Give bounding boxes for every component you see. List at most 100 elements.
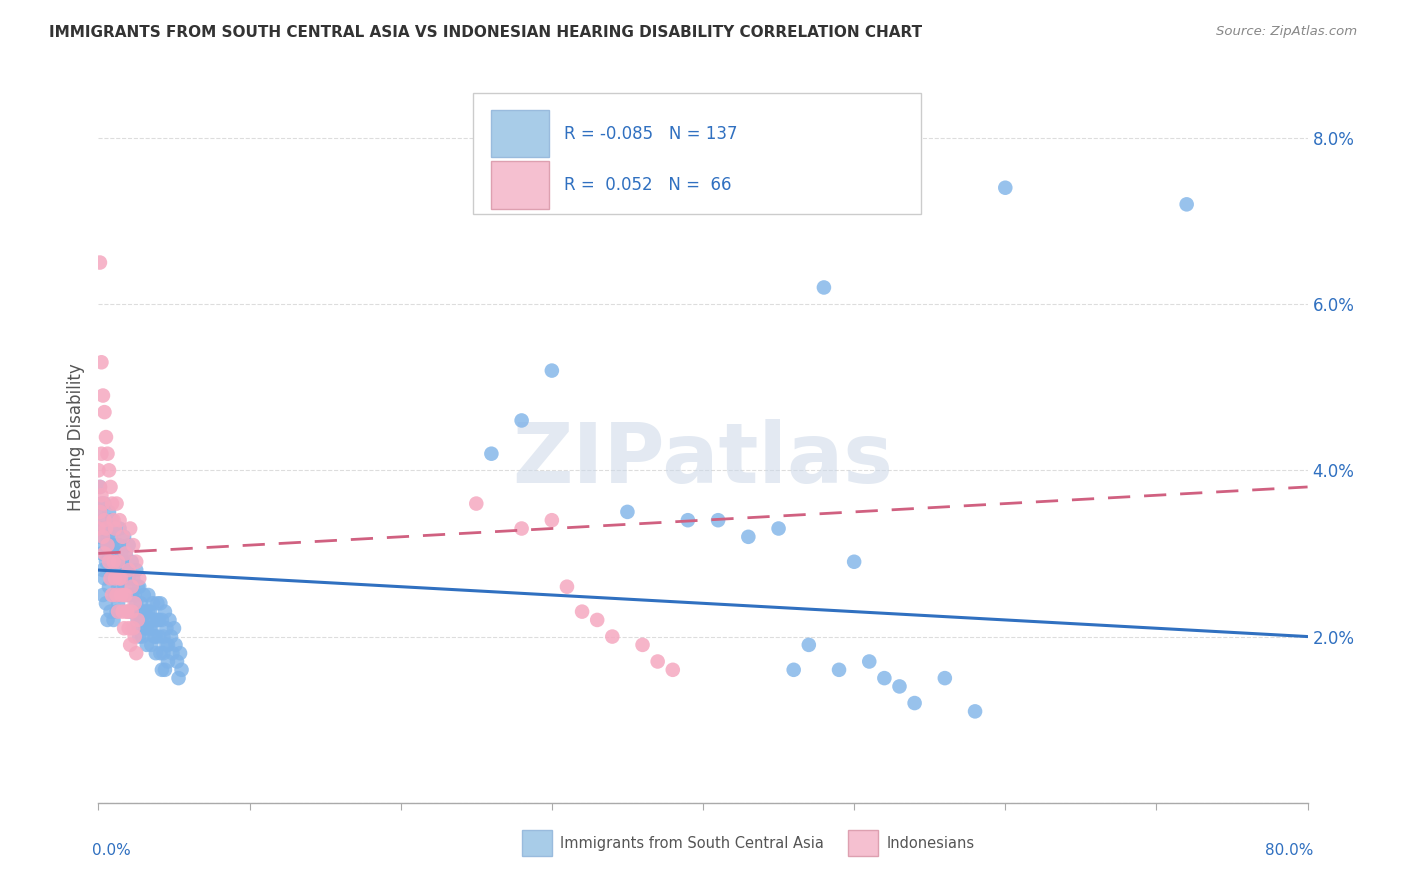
Point [125,555,148,569]
Point [118,571,141,585]
Point [94,430,117,444]
Point [141,638,163,652]
Point [90,447,112,461]
Point [87,521,110,535]
Point [136,588,159,602]
Point [107,555,129,569]
Point [91,513,114,527]
Point [112,588,135,602]
Point [94,521,117,535]
Point [141,621,163,635]
Point [89,255,111,269]
Point [127,613,149,627]
Point [115,588,138,602]
Point [111,605,134,619]
Point [100,605,122,619]
Point [115,605,138,619]
FancyBboxPatch shape [522,830,551,856]
Point [510,521,533,535]
Point [122,605,145,619]
Point [104,563,127,577]
Point [125,646,148,660]
Point [104,521,127,535]
Point [103,513,125,527]
Point [100,563,122,577]
Point [101,571,124,585]
Point [616,505,638,519]
Point [145,646,167,660]
Point [586,613,609,627]
Point [661,663,683,677]
Point [91,563,114,577]
Point [631,638,654,652]
Point [873,671,896,685]
Point [112,530,135,544]
Point [89,530,111,544]
Point [108,538,131,552]
Point [104,588,127,602]
Point [159,613,181,627]
Point [115,605,138,619]
Point [108,588,131,602]
FancyBboxPatch shape [474,94,921,214]
Point [145,630,167,644]
Point [110,546,132,560]
Point [129,613,152,627]
Point [107,596,129,610]
Point [125,563,148,577]
Point [98,505,121,519]
Point [89,505,111,519]
Point [142,613,165,627]
Point [540,513,562,527]
Point [105,588,128,602]
Point [103,555,125,569]
Point [156,655,179,669]
Point [114,546,136,560]
Point [93,546,115,560]
Point [1175,197,1198,211]
Point [465,497,488,511]
Text: R = -0.085   N = 137: R = -0.085 N = 137 [564,125,737,143]
Point [122,621,145,635]
Point [602,630,624,644]
Point [128,571,150,585]
Point [155,638,177,652]
Point [115,563,138,577]
Text: Indonesians: Indonesians [887,836,974,851]
Point [128,630,150,644]
Point [94,555,117,569]
Point [844,555,866,569]
Point [101,497,124,511]
Text: R =  0.052   N =  66: R = 0.052 N = 66 [564,176,731,194]
Point [90,355,112,369]
Point [105,497,128,511]
Point [156,638,179,652]
Point [153,605,176,619]
Point [858,655,880,669]
Point [904,696,927,710]
Point [93,538,115,552]
Point [96,538,118,552]
Point [108,513,131,527]
Point [101,513,124,527]
Point [510,413,533,427]
Point [120,521,142,535]
Point [89,505,111,519]
Point [94,521,117,535]
Point [89,480,111,494]
Point [91,530,114,544]
Point [125,596,148,610]
Point [90,521,112,535]
Point [169,646,191,660]
Text: 0.0%: 0.0% [93,843,131,858]
Point [89,480,111,494]
Point [93,497,115,511]
Point [965,705,987,719]
Point [143,613,166,627]
Point [121,555,143,569]
Point [135,638,157,652]
Point [131,630,153,644]
Point [112,580,135,594]
Text: 80.0%: 80.0% [1265,843,1313,858]
Point [135,621,157,635]
